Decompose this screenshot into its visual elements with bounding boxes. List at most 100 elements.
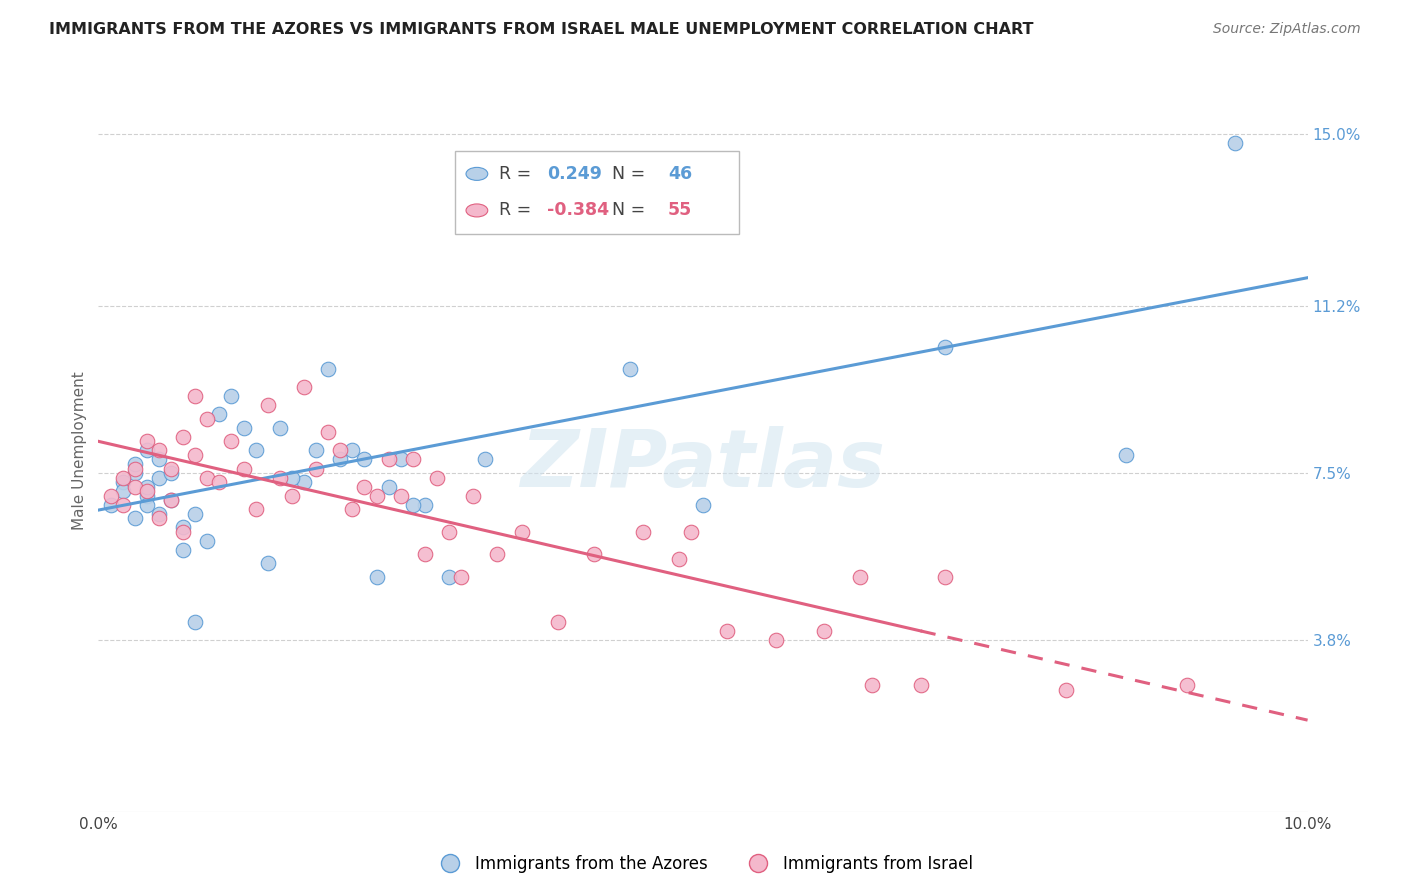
Point [135,484,157,499]
Point [281,470,304,484]
Point [1054,682,1077,697]
Point [221,434,243,449]
FancyBboxPatch shape [456,151,740,234]
Point [402,452,425,467]
Point [184,615,207,629]
Point [692,498,714,512]
Point [148,507,170,521]
Point [316,425,339,440]
Point [184,507,207,521]
Point [934,340,956,354]
Text: IMMIGRANTS FROM THE AZORES VS IMMIGRANTS FROM ISRAEL MALE UNEMPLOYMENT CORRELATI: IMMIGRANTS FROM THE AZORES VS IMMIGRANTS… [49,22,1033,37]
Point [208,407,231,421]
Text: 55: 55 [668,202,692,219]
Point [619,362,641,376]
Legend: Immigrants from the Azores, Immigrants from Israel: Immigrants from the Azores, Immigrants f… [426,848,980,880]
Point [353,452,375,467]
Point [426,470,449,484]
Point [135,443,157,458]
Point [463,489,485,503]
Point [402,498,425,512]
Point [111,475,134,489]
Text: 0.249: 0.249 [547,165,602,183]
Point [124,466,146,480]
Point [437,524,460,539]
Text: Source: ZipAtlas.com: Source: ZipAtlas.com [1213,22,1361,37]
Point [160,466,183,480]
Point [148,470,170,484]
Point [342,443,364,458]
Point [184,448,207,462]
Point [583,547,606,561]
Point [679,524,702,539]
Point [1223,136,1246,151]
Point [195,412,218,426]
Point [631,524,654,539]
Point [172,430,194,444]
Point [813,624,835,639]
Point [195,533,218,548]
Point [413,498,436,512]
Text: R =: R = [499,202,537,219]
Point [342,502,364,516]
Point [668,551,690,566]
Point [329,443,352,458]
Point [124,511,146,525]
Point [184,389,207,403]
Text: R =: R = [499,165,537,183]
Point [221,389,243,403]
Point [124,480,146,494]
Point [316,362,339,376]
Point [353,480,375,494]
Point [377,452,399,467]
Text: ZIPatlas: ZIPatlas [520,425,886,504]
Point [377,480,399,494]
Point [256,398,278,412]
Point [510,524,533,539]
Point [1115,448,1137,462]
Point [148,443,170,458]
Point [305,443,328,458]
Point [329,452,352,467]
Circle shape [465,204,488,217]
Point [1175,678,1198,692]
Point [172,542,194,557]
Point [135,498,157,512]
Point [437,570,460,584]
Text: N =: N = [602,165,651,183]
Point [111,498,134,512]
Point [111,484,134,499]
Text: -0.384: -0.384 [547,202,609,219]
Point [232,461,254,475]
Point [486,547,509,561]
Text: 46: 46 [668,165,692,183]
Point [160,493,183,508]
Point [232,421,254,435]
Point [269,421,291,435]
Point [765,633,787,648]
Point [172,520,194,534]
Point [135,434,157,449]
Point [148,452,170,467]
Point [160,461,183,475]
Point [910,678,932,692]
Point [716,624,738,639]
Point [256,557,278,571]
Point [135,480,157,494]
Point [135,489,157,503]
Point [148,511,170,525]
Point [172,524,194,539]
Point [860,678,883,692]
Point [124,457,146,471]
Point [208,475,231,489]
Point [269,470,291,484]
Point [474,452,496,467]
Point [124,461,146,475]
Point [292,475,315,489]
Point [849,570,872,584]
Point [413,547,436,561]
Point [100,489,122,503]
Point [366,570,388,584]
Text: N =: N = [602,202,651,219]
Point [934,570,956,584]
